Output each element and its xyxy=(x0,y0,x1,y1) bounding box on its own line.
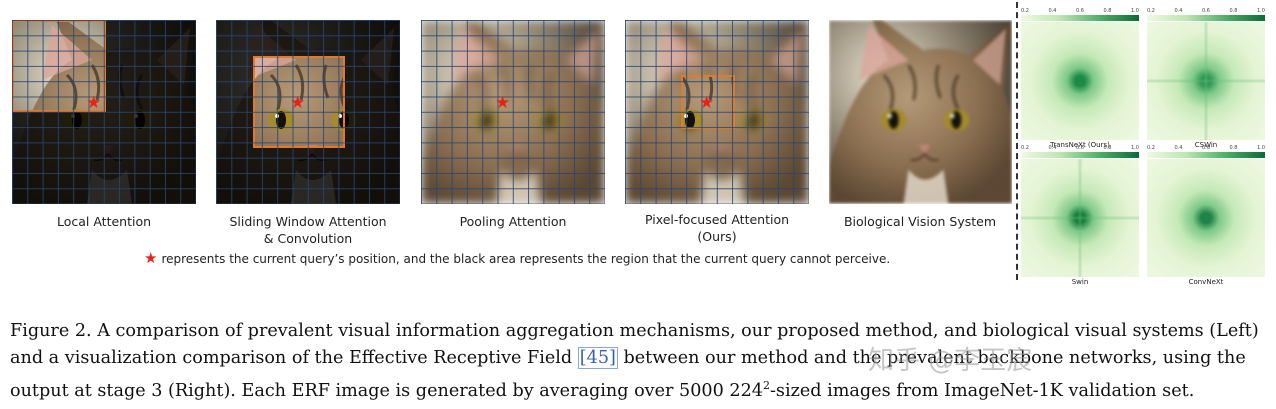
erf-map xyxy=(1147,22,1265,140)
superscript: 2 xyxy=(762,379,770,392)
biological-vision-image xyxy=(829,20,1012,204)
pooling-attention-image: ★ xyxy=(421,20,605,204)
erf-label: CSWin xyxy=(1194,141,1218,149)
tick-label: 1.0 xyxy=(1131,8,1139,14)
tick-label: 0.6 xyxy=(1076,145,1084,151)
tick-label: 0.8 xyxy=(1103,8,1112,14)
star-icon: ★ xyxy=(144,249,158,267)
caption-line: Sliding Window Attention xyxy=(229,214,387,229)
caption-line: & Convolution xyxy=(263,231,353,246)
legend-text: represents the current query’s position,… xyxy=(161,252,891,266)
tick-label: 1.0 xyxy=(1257,8,1265,14)
colorbar xyxy=(1021,15,1139,21)
pixel-focused-attention-image: ★ xyxy=(625,20,809,204)
tick-label: 1.0 xyxy=(1131,145,1139,151)
tick-label: 0.8 xyxy=(1229,145,1238,151)
caption-text: -sized images from ImageNet-1K validatio… xyxy=(769,380,1195,401)
erf-label: ConvNeXt xyxy=(1188,278,1224,286)
watermark: 知乎 @李玉宸 xyxy=(868,346,1033,376)
erf-label: Swin xyxy=(1071,278,1089,286)
tick-label: 1.0 xyxy=(1257,145,1265,151)
tick-label: 0.6 xyxy=(1076,8,1084,14)
query-star-icon: ★ xyxy=(495,93,511,113)
colorbar-ticks: 0.2 0.4 0.6 0.8 1.0 xyxy=(1021,8,1139,14)
tick-label: 0.6 xyxy=(1202,8,1210,14)
divider xyxy=(1016,2,1018,280)
query-star-icon: ★ xyxy=(86,93,102,113)
erf-map xyxy=(1021,22,1139,140)
tick-label: 0.8 xyxy=(1103,145,1112,151)
caption-sliding-window: Sliding Window Attention & Convolution xyxy=(200,213,416,247)
caption-text: between our method and the prevalent bac… xyxy=(10,348,1246,401)
erf-map xyxy=(1021,159,1139,277)
tick-label: 0.2 xyxy=(1021,8,1029,14)
erf-map xyxy=(1147,159,1265,277)
caption-pixel-focused: Pixel-focused Attention (Ours) xyxy=(615,211,819,245)
tick-label: 0.2 xyxy=(1147,8,1155,14)
query-star-icon: ★ xyxy=(290,93,306,113)
colorbar-ticks: 0.2 0.4 0.6 0.8 1.0 xyxy=(1021,145,1139,151)
erf-label: TransNeXt (Ours) xyxy=(1050,141,1110,149)
tick-label: 0.2 xyxy=(1021,145,1029,151)
colorbar xyxy=(1147,15,1265,21)
caption-line: (Ours) xyxy=(697,229,737,244)
caption-local-attention: Local Attention xyxy=(56,214,152,229)
tick-label: 0.4 xyxy=(1048,8,1057,14)
legend: ★ represents the current query’s position… xyxy=(144,249,890,267)
tick-label: 0.4 xyxy=(1174,8,1183,14)
tick-label: 0.4 xyxy=(1174,145,1183,151)
colorbar-ticks: 0.2 0.4 0.6 0.8 1.0 xyxy=(1147,145,1265,151)
figure-caption: Figure 2. A comparison of prevalent visu… xyxy=(10,318,1272,405)
caption-text: Figure 2. A comparison of prevalent visu… xyxy=(10,321,1259,368)
citation-link[interactable]: [45] xyxy=(577,347,618,369)
tick-label: 0.6 xyxy=(1202,145,1210,151)
tick-label: 0.4 xyxy=(1048,145,1057,151)
colorbar-ticks: 0.2 0.4 0.6 0.8 1.0 xyxy=(1147,8,1265,14)
caption-line: Pixel-focused Attention xyxy=(644,212,790,227)
sliding-window-image: ★ xyxy=(216,20,400,204)
caption-pooling-attention: Pooling Attention xyxy=(459,214,567,229)
colorbar xyxy=(1147,152,1265,158)
colorbar xyxy=(1021,152,1139,158)
tick-label: 0.2 xyxy=(1147,145,1155,151)
caption-biological-vision: Biological Vision System xyxy=(843,214,997,229)
tick-label: 0.8 xyxy=(1229,8,1238,14)
query-star-icon: ★ xyxy=(699,93,715,113)
local-attention-image: ★ xyxy=(12,20,196,204)
